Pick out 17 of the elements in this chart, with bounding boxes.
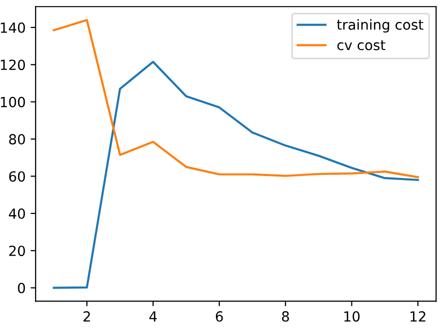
- y-tick-label: 20: [9, 246, 25, 256]
- x-tick-label: 2: [84, 311, 90, 322]
- y-tick-label: 40: [8, 208, 25, 219]
- y-tick-label: 0: [18, 282, 25, 294]
- x-tick-label: 4: [149, 311, 157, 322]
- line-series: [52, 60, 419, 289]
- legend-label: cv cost: [337, 40, 386, 50]
- x-tick-label: 10: [344, 311, 360, 322]
- y-tick-label: 100: [0, 96, 25, 108]
- x-tick-label: 8: [282, 311, 289, 322]
- y-tick-label: 140: [0, 22, 25, 33]
- x-tick-label: 6: [216, 311, 223, 322]
- y-tick-label: 120: [0, 60, 25, 70]
- y-tick-label: 80: [9, 134, 25, 145]
- legend-label: training cost: [336, 19, 424, 33]
- y-tick-label: 60: [9, 171, 25, 182]
- x-tick-label: 12: [410, 311, 426, 322]
